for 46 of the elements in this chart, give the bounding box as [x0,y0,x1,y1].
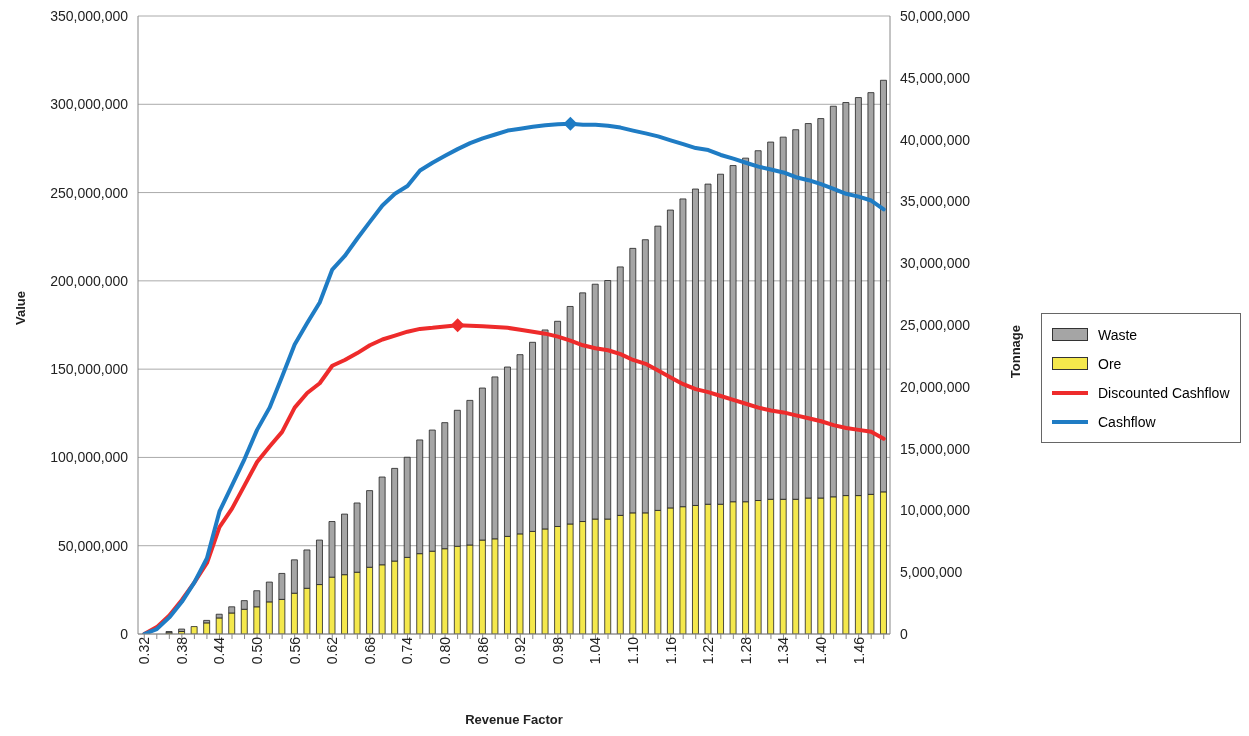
y-tick-label: 0 [120,625,129,642]
x-tick-label: 1.46 [850,636,867,665]
x-tick-label: 1.04 [587,636,604,665]
legend-label: Waste [1098,326,1138,343]
y2-tick-label: 35,000,000 [900,193,971,210]
legend-label: Cashflow [1098,413,1156,430]
x-tick-label: 1.28 [737,636,754,665]
y-tick-label: 300,000,000 [50,96,129,113]
y2-tick-label: 10,000,000 [900,502,971,519]
y2-tick-label: 40,000,000 [900,131,971,148]
y2-tick-label: 25,000,000 [900,316,971,333]
x-tick-label: 0.92 [512,636,529,665]
x-tick-label: 0.32 [136,636,153,665]
y2-tick-label: 15,000,000 [900,440,971,457]
y-tick-label: 100,000,000 [50,449,129,466]
y-tick-label: 150,000,000 [50,361,129,378]
x-tick-label: 0.56 [286,636,303,665]
x-tick-label: 0.86 [474,636,491,665]
y-tick-label: 200,000,000 [50,272,129,289]
legend-label: Ore [1098,355,1122,372]
y2-tick-label: 50,000,000 [900,7,971,24]
y2-tick-label: 0 [900,625,908,642]
y2-tick-label: 30,000,000 [900,255,971,272]
y-tick-label: 50,000,000 [57,537,129,554]
y2-tick-label: 45,000,000 [900,69,971,86]
x-tick-label: 0.98 [549,636,566,665]
x-axis-title: Revenue Factor [465,712,563,727]
x-tick-label: 0.38 [173,636,190,665]
y-tick-label: 350,000,000 [50,7,129,24]
x-tick-label: 0.62 [324,636,341,665]
y2-tick-label: 20,000,000 [900,378,971,395]
y-axis-title: Value [12,291,28,325]
x-tick-label: 0.80 [437,636,454,665]
x-tick-label: 1.16 [662,636,679,665]
y2-axis-title: Tonnage [1007,325,1023,379]
x-tick-label: 0.44 [211,636,228,665]
x-tick-label: 1.22 [700,636,717,665]
legend-label: Discounted Cashflow [1098,384,1230,401]
x-tick-label: 1.34 [775,636,792,665]
y2-tick-label: 5,000,000 [900,564,963,581]
x-tick-label: 0.74 [399,636,416,665]
x-tick-label: 0.68 [361,636,378,665]
x-tick-label: 1.40 [813,636,830,665]
x-tick-label: 0.50 [249,636,266,665]
x-tick-label: 1.10 [625,636,642,665]
y-tick-label: 250,000,000 [50,184,129,201]
